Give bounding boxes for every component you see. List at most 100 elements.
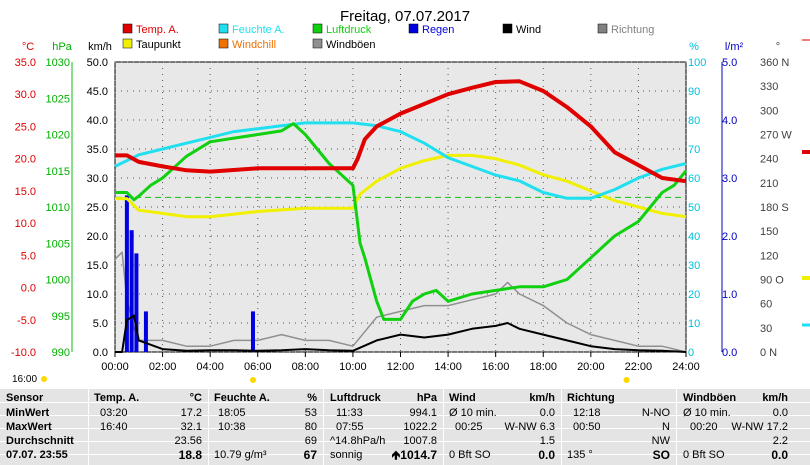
wind-current-bft: 0 Bft SO — [449, 449, 491, 461]
left-axis-tick-label: 1000 — [46, 275, 70, 287]
col-header-temp: Temp. A. — [94, 392, 140, 404]
gust-max-value: W-NW 17.2 — [731, 421, 788, 433]
sun-marker-icon — [41, 376, 47, 382]
left-axis-tick-label: 10.0 — [87, 289, 108, 301]
right-axis-tick-label: 210 — [760, 178, 778, 190]
left-axis-tick-label: 15.0 — [15, 186, 36, 198]
humidity-current-value: 67 — [303, 448, 317, 462]
col-header-sensor: Sensor — [6, 392, 44, 404]
legend-label: Luftdruck — [326, 24, 372, 36]
weather-chart: Freitag, 07.07.2017 00:00 02:00 04:00 06:00 0… — [11, 8, 810, 385]
x-tick-label: 22:00 — [625, 361, 653, 373]
pressure-forecast: sonnig — [330, 449, 363, 461]
right-axis-tick-label: 40 — [688, 231, 700, 243]
left-axis-tick-label: 1030 — [46, 57, 70, 69]
col-unit-temp: °C — [189, 392, 202, 404]
legend-label: Windböen — [326, 39, 376, 51]
x-tick-label: 02:00 — [149, 361, 177, 373]
gust-min-value: 0.0 — [772, 407, 788, 419]
legend-swatch — [312, 38, 323, 49]
x-tick-label: 04:00 — [196, 361, 224, 373]
left-axis-tick-label: -5.0 — [17, 315, 36, 327]
right-axis-tick-label: 50 — [688, 202, 700, 214]
chart-title: Freitag, 07.07.2017 — [340, 8, 470, 25]
right-axis-tick-label: 240 — [760, 154, 778, 166]
trend-up-icon: 🡹 — [391, 448, 401, 462]
wind-current-value: 0.0 — [538, 448, 555, 462]
wind-max-time: 00:25 — [455, 421, 483, 433]
gust-max-time: 00:20 — [690, 421, 718, 433]
legend-label: Richtung — [611, 24, 654, 36]
series-line-windb-en — [114, 251, 687, 353]
stats-table: Sensor MinWert MaxWert Durchschnitt 07.0… — [0, 389, 810, 465]
right-axis-tick-label: 80 — [688, 115, 700, 127]
left-axis-tick-label: 1005 — [46, 238, 70, 250]
temp-max-value: 32.1 — [180, 421, 202, 433]
legend-swatch — [218, 38, 229, 49]
left-axis-tick-label: 40.0 — [87, 115, 108, 127]
temp-current-value: 18.8 — [178, 448, 202, 462]
col-unit-wind: km/h — [529, 392, 555, 404]
humidity-avg-value: 69 — [304, 435, 317, 447]
series-line-temp-a — [115, 79, 687, 184]
gust-current-bft: 0 Bft SO — [683, 449, 725, 461]
right-axis-tick-label: 70 — [688, 144, 700, 156]
right-axis-tick-label: 60 — [688, 173, 700, 185]
x-tick-label: 14:00 — [434, 361, 462, 373]
right-axis-tick-label: 0 N — [760, 347, 777, 359]
x-tick-label: 18:00 — [529, 361, 557, 373]
x-tick-label: 20:00 — [577, 361, 605, 373]
right-axis-tick-label: 100 — [688, 57, 706, 69]
temp-max-time: 16:40 — [100, 421, 128, 433]
left-axis-tick-label: -10.0 — [11, 347, 36, 359]
row-label-min: MinWert — [6, 407, 50, 419]
direction-max-time: 00:50 — [573, 421, 601, 433]
left-axis-unit: km/h — [88, 41, 112, 53]
humidity-absolute: 10.79 g/m³ — [214, 449, 267, 461]
row-label-max: MaxWert — [6, 421, 52, 433]
left-axis-tick-label: 30.0 — [15, 89, 36, 101]
right-axis-tick-label: 0 — [688, 347, 694, 359]
humidity-min-time: 18:05 — [218, 407, 246, 419]
left-axis-unit: °C — [22, 41, 34, 53]
right-axis-tick-label: 20 — [688, 289, 700, 301]
series-line-feuchte-a — [114, 121, 687, 200]
left-axis-tick-label: 5.0 — [21, 250, 36, 262]
rain-bar — [124, 195, 129, 352]
left-axis-tick-label: 995 — [52, 311, 70, 323]
pressure-current-value: 🡹1014.7 — [380, 449, 437, 462]
direction-current-value: SO — [652, 448, 670, 462]
humidity-max-value: 80 — [304, 421, 317, 433]
humidity-min-value: 53 — [304, 407, 317, 419]
right-axis-unit: l/m² — [725, 41, 744, 53]
left-axis-tick-label: 1010 — [46, 202, 70, 214]
left-axis-tick-label: 1020 — [46, 130, 70, 142]
legend-label: Wind — [516, 24, 541, 36]
x-tick-label: 06:00 — [244, 361, 272, 373]
left-axis-tick-label: 10.0 — [15, 218, 36, 230]
sunset-marker-icon — [623, 377, 630, 383]
rain-bar — [129, 230, 134, 352]
wind-min-value: 0.0 — [539, 407, 555, 419]
col-header-humidity: Feuchte A. — [214, 392, 270, 404]
left-axis-tick-label: 35.0 — [87, 144, 108, 156]
row-label-avg: Durchschnitt — [6, 435, 74, 447]
left-axis-tick-label: 15.0 — [87, 260, 108, 272]
legend-swatch — [218, 23, 229, 34]
rain-bar — [134, 253, 139, 352]
pressure-avg-value: 1007.8 — [403, 435, 437, 447]
pressure-current-number: 1014.7 — [400, 448, 437, 462]
left-axis-tick-label: 5.0 — [93, 318, 108, 330]
col-header-pressure: Luftdruck — [330, 392, 381, 404]
temp-min-time: 03:20 — [100, 407, 128, 419]
right-axis-tick-label: 0.0 — [722, 347, 737, 359]
right-axis-tick-label: 5.0 — [722, 57, 737, 69]
pressure-max-time: 07:55 — [336, 421, 364, 433]
temp-avg-value: 23.56 — [174, 435, 202, 447]
right-axis-tick-label: 330 — [760, 81, 778, 93]
left-axis-tick-label: 45.0 — [87, 86, 108, 98]
legend-label: Feuchte A. — [232, 24, 285, 36]
legend-swatch — [502, 23, 513, 34]
legend-swatch — [312, 23, 323, 34]
